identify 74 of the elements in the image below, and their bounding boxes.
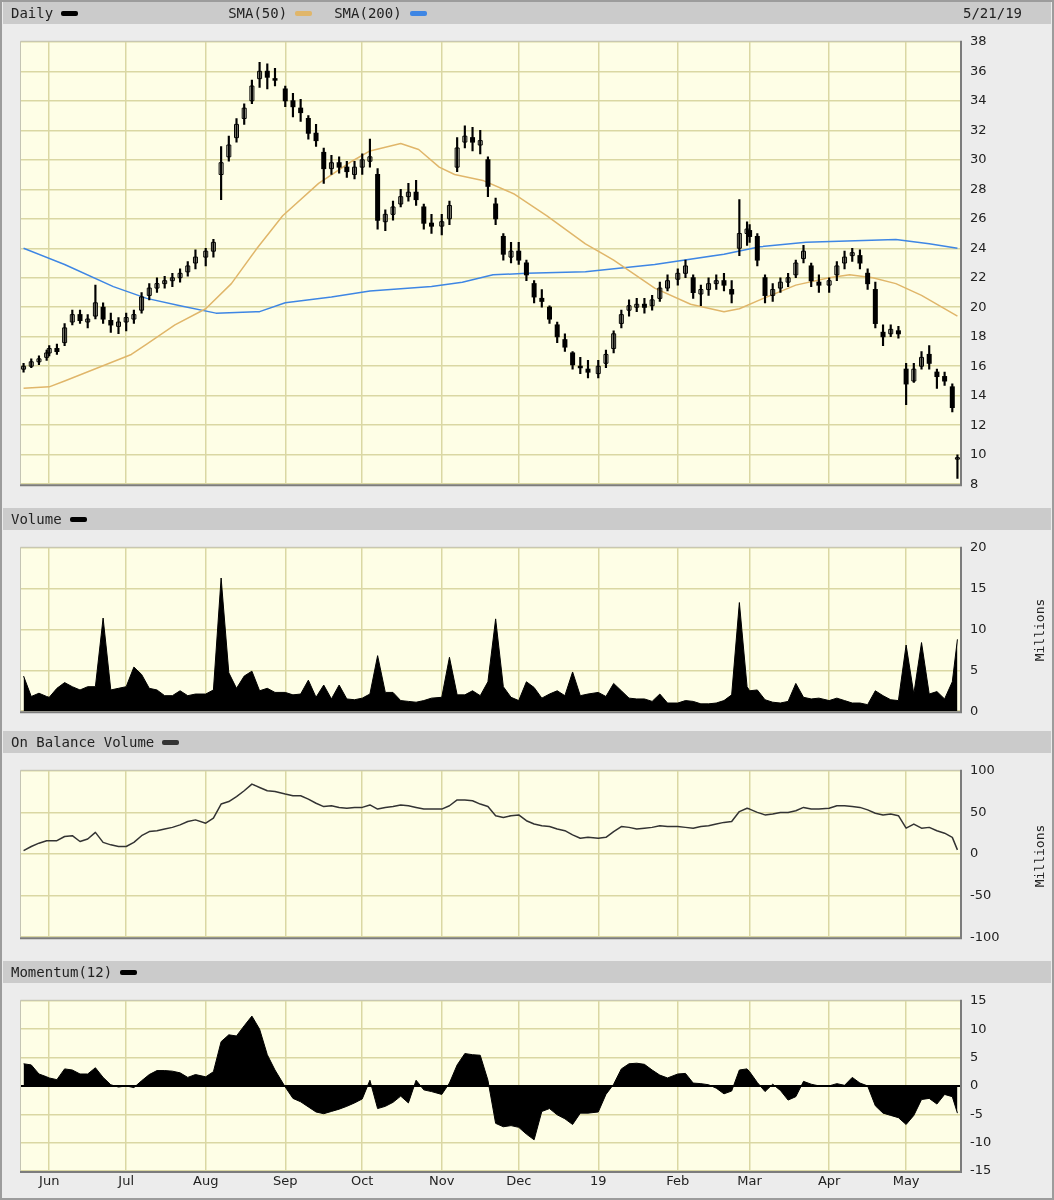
y-tick-label: 26: [970, 210, 987, 226]
y-tick-label: 20: [970, 539, 987, 555]
y-axis-title: Millions: [1031, 598, 1047, 661]
y-tick-label: 38: [970, 33, 987, 49]
y-tick-label: 0: [970, 845, 979, 861]
candlestick: [234, 118, 240, 143]
y-tick-label: 0: [970, 702, 979, 718]
x-tick-label: 19: [589, 1173, 607, 1189]
x-tick-label: Jul: [117, 1173, 135, 1189]
y-tick-label: 20: [970, 298, 987, 314]
candlestick: [115, 317, 121, 335]
y-tick-label: 100: [970, 762, 995, 778]
legend-label: Daily: [11, 5, 54, 21]
candlestick: [665, 274, 671, 292]
y-tick-label: 30: [970, 151, 987, 167]
y-tick-label: 0: [970, 1077, 979, 1093]
y-tick-label: 15: [970, 992, 987, 1008]
candlestick: [919, 351, 925, 370]
candlestick: [21, 362, 27, 373]
y-tick-label: 50: [970, 803, 987, 819]
y-tick-label: 5: [970, 661, 979, 677]
x-tick-label: Feb: [666, 1173, 690, 1189]
x-tick-label: Dec: [506, 1173, 532, 1189]
x-tick-label: Oct: [350, 1173, 374, 1189]
candlestick: [736, 199, 742, 256]
candlestick: [328, 155, 334, 175]
x-tick-label: Jun: [38, 1173, 60, 1189]
candlestick: [706, 277, 712, 296]
x-tick-label: Nov: [429, 1173, 455, 1189]
y-tick-label: 22: [970, 269, 987, 285]
candlestick: [842, 250, 848, 270]
y-tick-label: 24: [970, 239, 987, 255]
candlestick: [954, 454, 960, 479]
y-tick-label: -15: [970, 1162, 992, 1178]
y-tick-label: -5: [970, 1105, 983, 1121]
legend-label: SMA(50): [228, 5, 288, 21]
y-tick-label: -100: [970, 928, 1000, 944]
y-tick-label: 32: [970, 121, 987, 137]
candlestick: [641, 298, 647, 314]
x-tick-label: May: [892, 1173, 920, 1189]
legend-label: Momentum(12): [11, 964, 113, 980]
y-axis-title: Millions: [1031, 824, 1047, 888]
x-tick-label: Aug: [193, 1173, 219, 1189]
legend-label: On Balance Volume: [11, 734, 155, 750]
y-tick-label: 12: [970, 416, 987, 432]
y-tick-label: -10: [970, 1134, 992, 1150]
y-tick-label: 28: [970, 180, 987, 196]
candlestick: [470, 127, 476, 152]
legend-label: SMA(200): [334, 5, 402, 21]
x-tick-label: Sep: [273, 1173, 298, 1189]
candlestick: [428, 214, 434, 234]
candlestick: [682, 259, 688, 279]
candlestick: [192, 249, 198, 270]
candlestick: [895, 326, 901, 339]
y-tick-label: 18: [970, 328, 987, 344]
y-tick-label: 5: [970, 1048, 979, 1064]
y-tick-label: 16: [970, 357, 987, 373]
x-tick-label: Mar: [737, 1173, 763, 1189]
candlestick: [352, 160, 358, 180]
y-tick-label: 10: [970, 1020, 987, 1036]
y-tick-label: 10: [970, 620, 987, 636]
y-tick-label: 10: [970, 446, 987, 462]
y-tick-label: 36: [970, 62, 987, 78]
candlestick: [801, 244, 806, 264]
candlestick: [218, 146, 224, 200]
legend-label: Volume: [11, 511, 62, 527]
x-tick-label: Apr: [817, 1173, 842, 1189]
text: 5/21/19: [962, 5, 1022, 21]
y-tick-label: 14: [970, 387, 987, 403]
y-tick-label: 8: [970, 475, 979, 491]
y-tick-label: 34: [970, 92, 987, 108]
y-tick-label: -50: [970, 886, 992, 902]
y-tick-label: 15: [970, 580, 987, 596]
candlestick: [446, 200, 452, 225]
